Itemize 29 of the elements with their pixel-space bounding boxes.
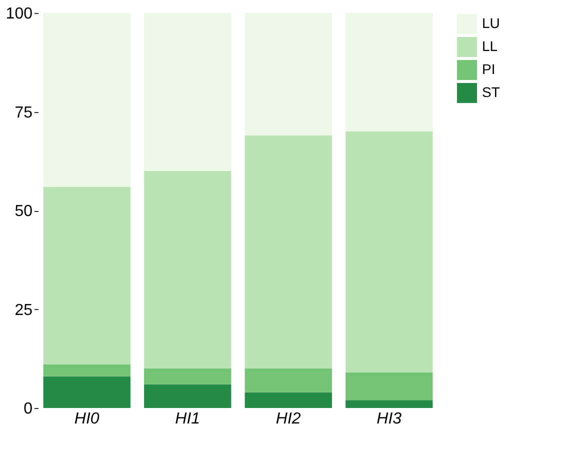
bar (244, 392, 332, 408)
bar (346, 400, 433, 408)
y-tick-label: 25 (14, 302, 33, 319)
bar (346, 13, 433, 132)
y-tick-label: 100 (6, 6, 33, 22)
bar (144, 171, 232, 368)
legend-label: PI (482, 61, 496, 77)
bar (43, 13, 130, 187)
bar (144, 13, 232, 171)
bar (43, 376, 130, 408)
legend-label: LL (482, 38, 498, 54)
bar (346, 372, 433, 400)
bar (244, 368, 332, 392)
y-tick-label: 0 (24, 400, 33, 418)
x-tick-label: HI3 (376, 410, 402, 428)
bar (346, 132, 433, 372)
bar (43, 364, 130, 376)
x-tick-label: HI2 (276, 410, 301, 428)
x-tick-label: HI0 (74, 410, 100, 428)
x-tick-label: HI1 (175, 410, 200, 428)
legend-label: LU (482, 15, 500, 31)
bar (144, 368, 232, 384)
y-tick-label: 75 (14, 104, 33, 122)
bar (43, 186, 130, 365)
bar (244, 135, 332, 368)
bar (144, 384, 232, 408)
y-tick-label: 50 (14, 203, 33, 220)
legend-label: ST (482, 84, 500, 100)
bar (244, 13, 332, 136)
